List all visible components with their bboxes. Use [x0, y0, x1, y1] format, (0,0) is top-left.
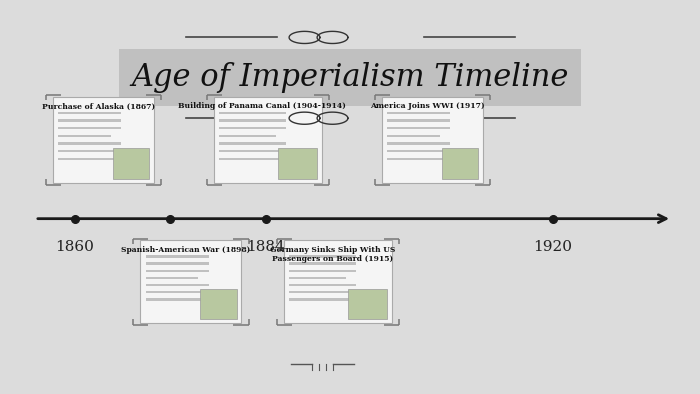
Text: 1884: 1884	[246, 240, 286, 255]
FancyBboxPatch shape	[442, 148, 478, 179]
FancyBboxPatch shape	[387, 135, 440, 137]
Text: 1920: 1920	[533, 240, 572, 255]
FancyBboxPatch shape	[387, 119, 450, 122]
FancyBboxPatch shape	[284, 240, 392, 323]
FancyBboxPatch shape	[387, 112, 450, 114]
FancyBboxPatch shape	[387, 158, 450, 160]
FancyBboxPatch shape	[289, 269, 356, 272]
FancyBboxPatch shape	[219, 127, 286, 129]
FancyBboxPatch shape	[219, 158, 286, 160]
FancyBboxPatch shape	[289, 255, 356, 258]
FancyBboxPatch shape	[348, 289, 387, 319]
FancyBboxPatch shape	[289, 284, 356, 286]
FancyBboxPatch shape	[146, 269, 209, 272]
FancyBboxPatch shape	[387, 127, 450, 129]
FancyBboxPatch shape	[58, 112, 121, 114]
FancyBboxPatch shape	[58, 135, 111, 137]
FancyBboxPatch shape	[146, 291, 209, 294]
FancyBboxPatch shape	[200, 289, 237, 319]
FancyBboxPatch shape	[289, 291, 356, 294]
FancyBboxPatch shape	[58, 127, 121, 129]
FancyBboxPatch shape	[387, 150, 450, 152]
FancyBboxPatch shape	[219, 135, 276, 137]
FancyBboxPatch shape	[113, 148, 149, 179]
FancyBboxPatch shape	[58, 150, 121, 152]
FancyBboxPatch shape	[58, 142, 121, 145]
FancyBboxPatch shape	[58, 158, 121, 160]
FancyBboxPatch shape	[146, 277, 198, 279]
FancyBboxPatch shape	[387, 142, 450, 145]
FancyBboxPatch shape	[58, 119, 121, 122]
FancyBboxPatch shape	[140, 240, 241, 323]
FancyBboxPatch shape	[146, 262, 209, 265]
Text: Age of Imperialism Timeline: Age of Imperialism Timeline	[132, 62, 568, 93]
FancyBboxPatch shape	[214, 97, 322, 183]
FancyBboxPatch shape	[289, 262, 356, 265]
FancyBboxPatch shape	[382, 97, 483, 183]
Text: 1860: 1860	[55, 240, 94, 255]
FancyBboxPatch shape	[52, 97, 154, 183]
FancyBboxPatch shape	[146, 284, 209, 286]
FancyBboxPatch shape	[289, 277, 346, 279]
FancyBboxPatch shape	[278, 148, 317, 179]
FancyBboxPatch shape	[219, 119, 286, 122]
FancyBboxPatch shape	[289, 298, 356, 301]
Text: America Joins WWI (1917): America Joins WWI (1917)	[370, 102, 484, 110]
Text: Germany Sinks Ship With US
Passengers on Board (1915): Germany Sinks Ship With US Passengers on…	[270, 246, 395, 264]
FancyBboxPatch shape	[219, 112, 286, 114]
FancyBboxPatch shape	[219, 142, 286, 145]
FancyBboxPatch shape	[146, 255, 209, 258]
Text: 1872: 1872	[151, 240, 190, 255]
Text: Building of Panama Canal (1904-1914): Building of Panama Canal (1904-1914)	[178, 102, 346, 110]
FancyBboxPatch shape	[219, 150, 286, 152]
Text: Spanish-American War (1898): Spanish-American War (1898)	[121, 246, 251, 254]
FancyBboxPatch shape	[119, 49, 581, 106]
Text: Purchase of Alaska (1867): Purchase of Alaska (1867)	[41, 102, 155, 110]
FancyBboxPatch shape	[146, 298, 209, 301]
